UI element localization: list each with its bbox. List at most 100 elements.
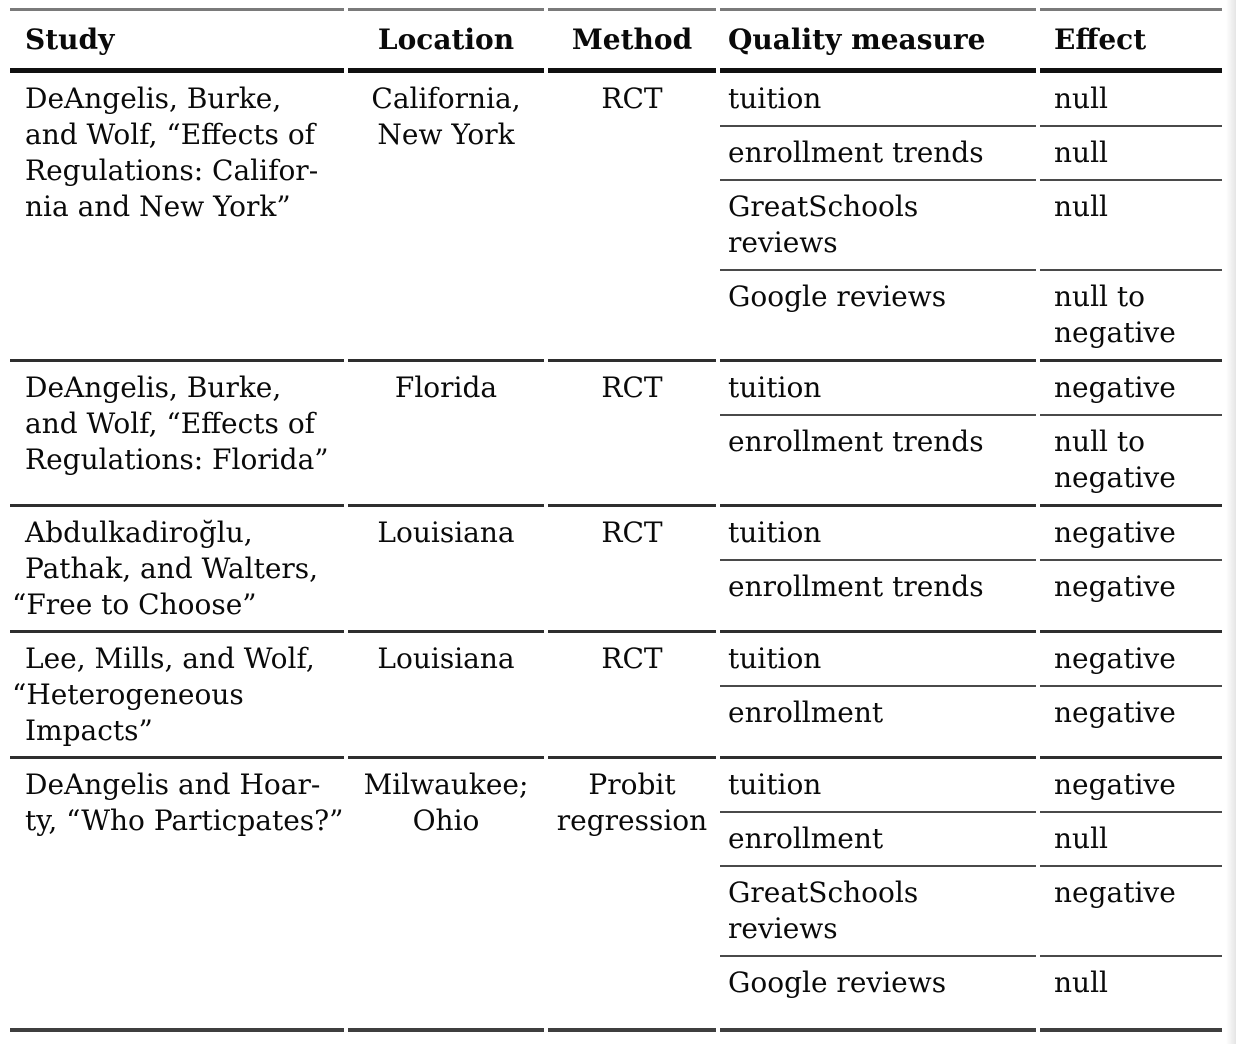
text-line: tuition — [728, 516, 822, 549]
text-line: “Heterogeneous — [12, 678, 244, 711]
measure-row: GreatSchools reviews negative — [720, 867, 1222, 957]
effect-cell: null — [1040, 73, 1222, 127]
quality-measure-cell: tuition — [720, 759, 1036, 813]
text-line: tuition — [728, 82, 822, 115]
quality-measure-cell: GreatSchools reviews — [720, 181, 1036, 271]
study-cell: DeAngelis, Burke, and Wolf, “Effects of Re… — [10, 362, 344, 507]
method-cell: RCT — [548, 362, 716, 507]
text-line: Ohio — [412, 804, 480, 837]
effect-cell: null to negative — [1040, 271, 1222, 362]
text-line: Regulations: Califor- — [25, 154, 319, 187]
text-line: negative — [1054, 316, 1176, 349]
quality-effect-block: tuition negative enrollment negative — [720, 633, 1222, 759]
text-line: enrollment trends — [728, 570, 984, 603]
text-line: null — [1054, 966, 1108, 999]
quality-measure-cell: tuition — [720, 362, 1036, 416]
effect-cell: null — [1040, 181, 1222, 271]
study-cell: DeAngelis and Hoar-ty, “Who Particpates?… — [10, 759, 344, 1032]
text-line: Impacts” — [25, 714, 153, 747]
text-line: “Free to Choose” — [12, 588, 257, 621]
text-line: Milwaukee; — [363, 768, 529, 801]
measure-row: Google reviews null — [720, 957, 1222, 1032]
quality-measure-cell: tuition — [720, 507, 1036, 561]
text-line: null — [1054, 190, 1108, 223]
location-cell: Florida — [348, 362, 544, 507]
quality-measure-cell: Google reviews — [720, 957, 1036, 1032]
text-line: enrollment — [728, 696, 884, 729]
quality-measure-cell: Google reviews — [720, 271, 1036, 362]
text-line: Florida — [394, 371, 498, 404]
method-cell: RCT — [548, 73, 716, 362]
text-line: null to — [1054, 280, 1145, 313]
effect-cell: negative — [1040, 507, 1222, 561]
measure-row: tuition negative — [720, 633, 1222, 687]
effect-cell: null to negative — [1040, 416, 1222, 507]
quality-measure-cell: tuition — [720, 73, 1036, 127]
method-cell: Probit regression — [548, 759, 716, 1032]
measure-row: tuition negative — [720, 759, 1222, 813]
quality-measure-cell: enrollment trends — [720, 416, 1036, 507]
effect-cell: null — [1040, 127, 1222, 181]
quality-measure-cell: enrollment — [720, 813, 1036, 867]
location-cell: California, New York — [348, 73, 544, 362]
text-line: negative — [1054, 696, 1176, 729]
text-line: Abdulkadiroğlu, — [25, 516, 253, 549]
text-line: GreatSchools — [728, 190, 919, 223]
effect-cell: null — [1040, 957, 1222, 1032]
quality-measure-cell: enrollment trends — [720, 127, 1036, 181]
study-group-row: Lee, Mills, and Wolf, “Heterogeneous Impac… — [10, 633, 1222, 759]
text-line: negative — [1054, 371, 1176, 404]
quality-measure-cell: GreatSchools reviews — [720, 867, 1036, 957]
text-line: ty, “Who Particpates?” — [25, 804, 344, 837]
measure-row: tuition negative — [720, 362, 1222, 416]
text-line: Louisiana — [377, 516, 515, 549]
measure-row: enrollment negative — [720, 687, 1222, 759]
effect-cell: negative — [1040, 362, 1222, 416]
text-line: Pathak, and Walters, — [25, 552, 319, 585]
study-group-row: Abdulkadiroğlu, Pathak, and Walters, “Free… — [10, 507, 1222, 633]
text-line: California, — [371, 82, 521, 115]
location-cell: Louisiana — [348, 507, 544, 633]
table-header-row: Study Location Method Quality measure Ef… — [10, 8, 1222, 73]
method-cell: RCT — [548, 633, 716, 759]
text-line: and Wolf, “Effects of — [25, 407, 316, 440]
quality-effect-block: tuition negative enrollment null GreatSchool… — [720, 759, 1222, 1032]
measure-row: tuition negative — [720, 507, 1222, 561]
quality-effect-block: tuition null enrollment trends null GreatSch… — [720, 73, 1222, 362]
text-line: RCT — [601, 516, 663, 549]
text-line: negative — [1054, 876, 1176, 909]
measure-row: GreatSchools reviews null — [720, 181, 1222, 271]
text-line: enrollment trends — [728, 425, 984, 458]
text-line: Probit — [588, 768, 676, 801]
text-line: RCT — [601, 371, 663, 404]
effect-cell: negative — [1040, 687, 1222, 759]
quality-measure-cell: enrollment trends — [720, 561, 1036, 633]
column-header-location: Location — [348, 8, 544, 73]
column-header-study: Study — [10, 8, 344, 73]
text-line: Regulations: Florida” — [25, 443, 329, 476]
text-line: negative — [1054, 461, 1176, 494]
location-cell: Milwaukee; Ohio — [348, 759, 544, 1032]
text-line: and Wolf, “Effects of — [25, 118, 316, 151]
column-header-quality-measure: Quality measure — [720, 8, 1036, 73]
text-line: negative — [1054, 642, 1176, 675]
text-line: enrollment — [728, 822, 884, 855]
text-line: null — [1054, 822, 1108, 855]
text-line: null — [1054, 136, 1108, 169]
measure-row: enrollment trends null to negative — [720, 416, 1222, 507]
quality-measure-cell: tuition — [720, 633, 1036, 687]
text-line: enrollment trends — [728, 136, 984, 169]
results-table: Study Location Method Quality measure Ef… — [10, 8, 1222, 1032]
text-line: reviews — [728, 912, 838, 945]
column-header-method: Method — [548, 8, 716, 73]
quality-effect-block: tuition negative enrollment trends null to n… — [720, 362, 1222, 507]
method-cell: RCT — [548, 507, 716, 633]
text-line: negative — [1054, 570, 1176, 603]
measure-row: Google reviews null to negative — [720, 271, 1222, 362]
text-line: tuition — [728, 371, 822, 404]
location-cell: Louisiana — [348, 633, 544, 759]
table-body: DeAngelis, Burke, and Wolf, “Effects of Re… — [10, 73, 1222, 1032]
text-line: regression — [556, 804, 708, 837]
text-line: RCT — [601, 82, 663, 115]
text-line: negative — [1054, 768, 1176, 801]
